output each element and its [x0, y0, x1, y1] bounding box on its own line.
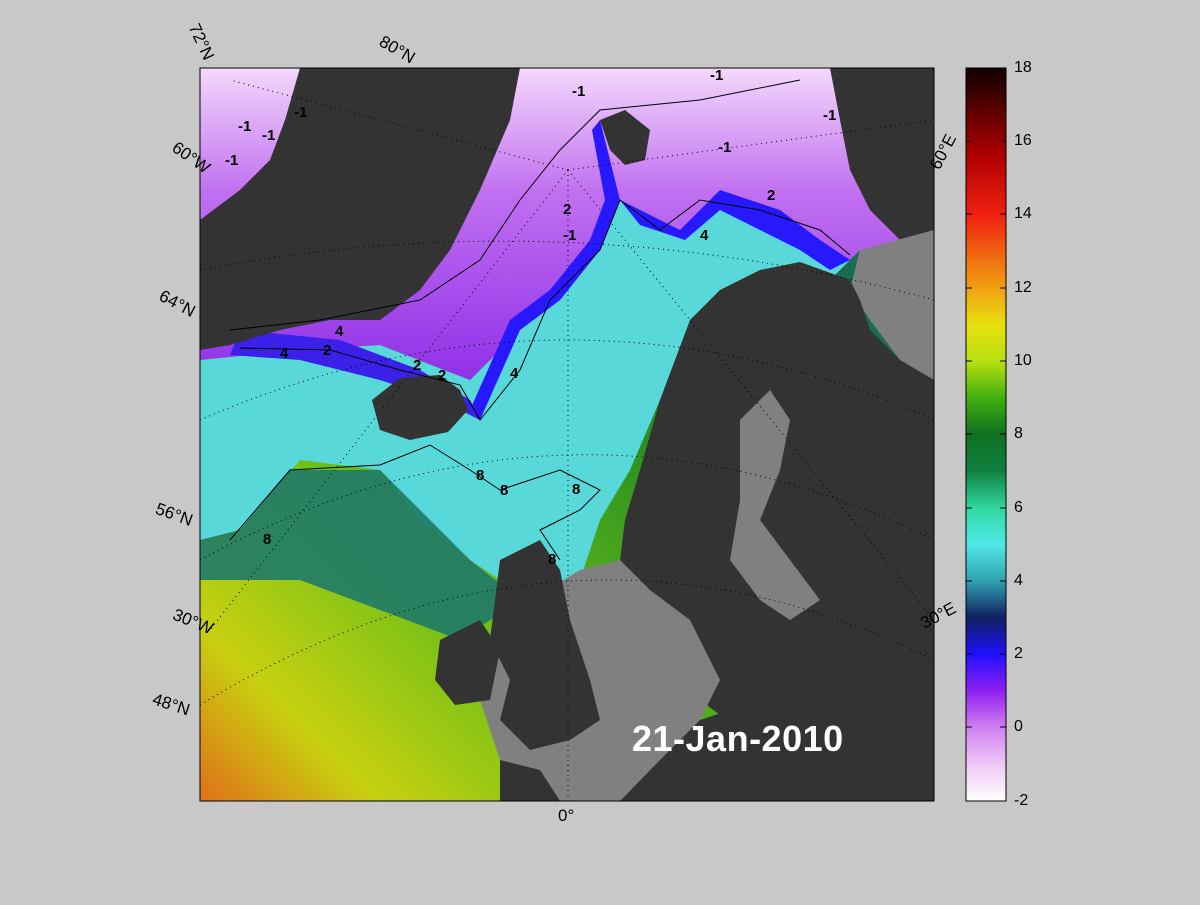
contour-label: -1: [238, 118, 251, 135]
contour-label: 8: [476, 467, 484, 484]
great-britain: [490, 540, 600, 750]
colorbar-tick-label: 18: [1014, 59, 1032, 76]
contour-label: 4: [335, 323, 344, 340]
white-sea-shelf: [850, 230, 934, 380]
svalbard: [600, 110, 650, 165]
colorbar-tick-label: -2: [1014, 792, 1029, 809]
graticule: [200, 79, 934, 801]
transition-zone: [200, 470, 520, 640]
contour-label: -1: [262, 127, 275, 144]
polar-front-west: [470, 120, 620, 420]
contour-label: -1: [294, 104, 307, 121]
contour-label: 2: [767, 187, 775, 204]
contour-label: 2: [563, 201, 571, 218]
colorbar-tick-label: 12: [1014, 279, 1032, 296]
contour-label: 2: [438, 367, 446, 384]
date-label: 21-Jan-2010: [632, 718, 844, 759]
map-panel: -1 -1 -1 -1 -1 -1 -1 -1 -1 2 2 2 2 2 4 4…: [200, 67, 934, 801]
colorbar-tick-label: 10: [1014, 352, 1032, 369]
france-coast: [500, 760, 560, 801]
contour-label: 8: [500, 482, 508, 499]
colorbar-ticks: [966, 67, 1006, 802]
map-frame: [199, 67, 935, 802]
contour-label: -1: [563, 227, 576, 244]
colorbar-tick-label: 16: [1014, 132, 1032, 149]
contour-label: -1: [225, 152, 238, 169]
novaya-zemlya: [830, 68, 934, 260]
sst-contours: [229, 79, 851, 561]
contour-label: 8: [572, 481, 580, 498]
ireland: [435, 620, 500, 705]
colorbar-tick-label: 8: [1014, 425, 1023, 442]
colorbar-tick-label: 4: [1014, 572, 1023, 589]
contour-label: 4: [700, 227, 709, 244]
colorbar-tick-label: 14: [1014, 205, 1032, 222]
lon-label-0: 0°: [558, 806, 575, 825]
contour-label: -1: [572, 83, 585, 100]
contour-label: 4: [510, 365, 519, 382]
contour-label: -1: [823, 107, 836, 124]
colorbar-tick-label: 0: [1014, 718, 1023, 735]
colorbar-tick-label: 6: [1014, 499, 1023, 516]
contour-label: 4: [280, 345, 289, 362]
contour-label: 2: [323, 342, 331, 359]
contour-label: -1: [710, 67, 723, 84]
colorbar: [965, 67, 1007, 802]
norwegian-sea: [200, 200, 850, 600]
iceland-front: [230, 330, 480, 420]
contour-label: 8: [263, 531, 271, 548]
contour-label: 2: [413, 357, 421, 374]
contour-label: 8: [548, 551, 556, 568]
baltic-sea: [730, 390, 820, 620]
greenland: [200, 68, 520, 350]
contour-label: -1: [718, 139, 731, 156]
continental-europe: [620, 700, 934, 801]
colorbar-tick-label: 2: [1014, 645, 1023, 662]
